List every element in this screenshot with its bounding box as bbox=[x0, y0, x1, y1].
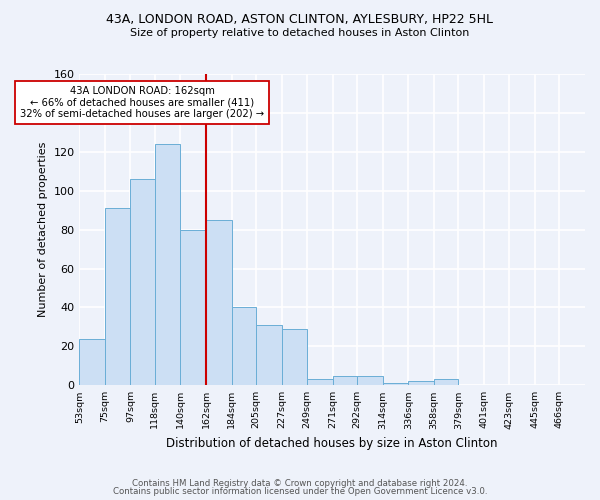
Bar bbox=[105, 208, 130, 386]
Bar bbox=[333, 376, 357, 386]
Bar bbox=[383, 384, 409, 386]
Bar bbox=[434, 380, 458, 386]
Text: Size of property relative to detached houses in Aston Clinton: Size of property relative to detached ho… bbox=[130, 28, 470, 38]
Text: 43A LONDON ROAD: 162sqm
← 66% of detached houses are smaller (411)
32% of semi-d: 43A LONDON ROAD: 162sqm ← 66% of detache… bbox=[20, 86, 264, 119]
Bar bbox=[281, 329, 307, 386]
Bar bbox=[155, 144, 181, 386]
Bar bbox=[181, 230, 206, 386]
Y-axis label: Number of detached properties: Number of detached properties bbox=[38, 142, 48, 318]
Bar bbox=[130, 179, 155, 386]
Bar bbox=[409, 382, 434, 386]
Bar bbox=[206, 220, 232, 386]
X-axis label: Distribution of detached houses by size in Aston Clinton: Distribution of detached houses by size … bbox=[166, 437, 498, 450]
Bar bbox=[232, 308, 256, 386]
Text: Contains HM Land Registry data © Crown copyright and database right 2024.: Contains HM Land Registry data © Crown c… bbox=[132, 478, 468, 488]
Bar bbox=[357, 376, 383, 386]
Text: Contains public sector information licensed under the Open Government Licence v3: Contains public sector information licen… bbox=[113, 488, 487, 496]
Bar bbox=[79, 338, 105, 386]
Text: 43A, LONDON ROAD, ASTON CLINTON, AYLESBURY, HP22 5HL: 43A, LONDON ROAD, ASTON CLINTON, AYLESBU… bbox=[107, 12, 493, 26]
Bar bbox=[256, 325, 281, 386]
Bar bbox=[307, 380, 333, 386]
